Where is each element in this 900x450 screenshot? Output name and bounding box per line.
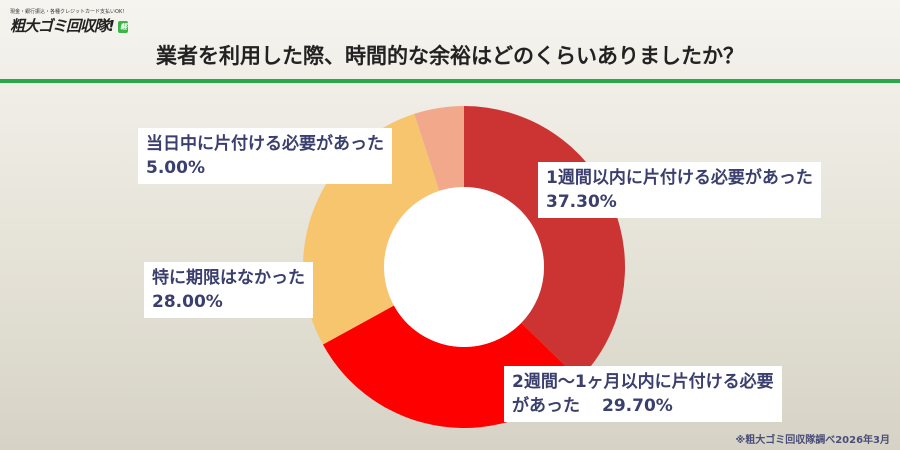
label-slice-1: 1週間以内に片付ける必要があった 37.30%	[538, 162, 821, 218]
logo: 現金・銀行振込・各種クレジットカード支払いOK! 粗大ゴミ回収隊! 軽	[10, 8, 129, 36]
label-slice-2-text: 2週間〜1ヶ月以内に片付ける必要があった	[512, 372, 774, 416]
donut-slice-4	[414, 106, 464, 191]
chart-title: 業者を利用した際、時間的な余裕はどのくらいありましたか？	[156, 44, 744, 68]
title-divider	[0, 79, 900, 83]
logo-tagline: 現金・銀行振込・各種クレジットカード支払いOK!	[10, 9, 125, 15]
label-slice-2: 2週間〜1ヶ月以内に片付ける必要があった 29.70%	[504, 366, 782, 422]
label-slice-2-value: 29.70%	[602, 396, 673, 416]
label-slice-3: 特に期限はなかった 28.00%	[144, 262, 313, 318]
label-slice-4: 当日中に片付ける必要があった 5.00%	[138, 128, 392, 184]
source-note: ※粗大ゴミ回収隊調べ2026年3月	[735, 435, 890, 446]
truck-icon: 軽	[118, 20, 129, 33]
logo-name: 粗大ゴミ回収隊! 軽	[10, 17, 129, 35]
donut-hole	[384, 187, 544, 347]
